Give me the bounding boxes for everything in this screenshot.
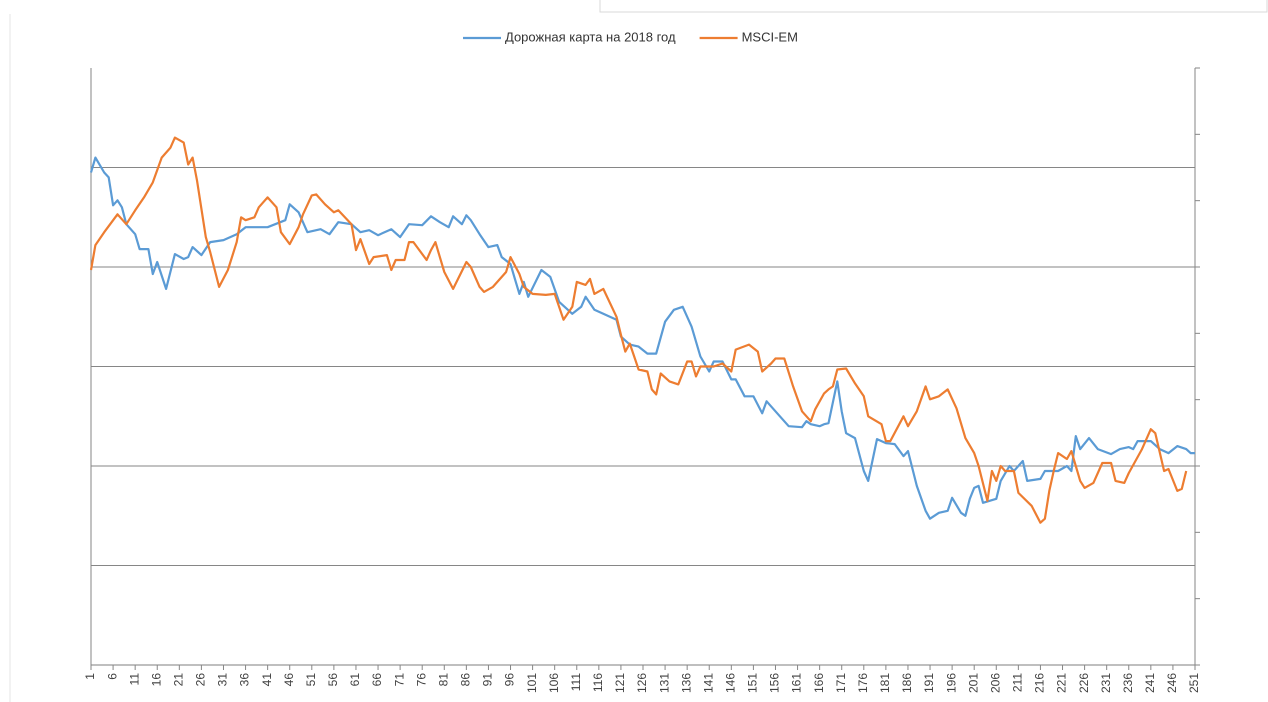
x-tick-label: 61 xyxy=(348,673,362,687)
x-tick-label: 231 xyxy=(1099,673,1113,693)
window-edge xyxy=(599,0,1268,13)
x-tick-label: 26 xyxy=(194,673,208,687)
x-tick-label: 91 xyxy=(481,673,495,687)
x-tick-label: 96 xyxy=(503,673,517,687)
x-tick-label: 151 xyxy=(746,673,760,693)
x-tick-label: 191 xyxy=(922,673,936,693)
x-tick-label: 6 xyxy=(105,673,119,680)
series-line xyxy=(89,136,1188,524)
legend-label: Дорожная карта на 2018 год xyxy=(505,29,676,44)
x-tick-label: 146 xyxy=(723,673,737,693)
x-tick-label: 236 xyxy=(1121,673,1135,693)
x-tick-label: 106 xyxy=(547,673,561,693)
x-tick-label: 16 xyxy=(149,673,163,687)
x-tick-label: 36 xyxy=(238,673,252,687)
x-tick-label: 201 xyxy=(966,673,980,693)
x-tick-label: 161 xyxy=(790,673,804,693)
x-tick-label: 41 xyxy=(260,673,274,687)
x-tick-label: 216 xyxy=(1033,673,1047,693)
x-tick-label: 101 xyxy=(525,673,539,693)
x-tick-label: 11 xyxy=(127,673,141,686)
x-tick-label: 121 xyxy=(613,673,627,693)
x-tick-label: 251 xyxy=(1187,673,1201,693)
x-tick-label: 196 xyxy=(944,673,958,693)
x-tick-label: 116 xyxy=(591,673,605,692)
x-tick-label: 241 xyxy=(1143,673,1157,693)
legend-label: MSCI-EM xyxy=(742,29,798,44)
x-tick-label: 136 xyxy=(679,673,693,693)
x-tick-label: 56 xyxy=(326,673,340,687)
x-tick-label: 21 xyxy=(171,673,185,687)
x-tick-label: 76 xyxy=(414,673,428,687)
x-tick-label: 206 xyxy=(988,673,1002,693)
x-tick-label: 176 xyxy=(856,673,870,693)
x-tick-label: 111 xyxy=(569,673,583,692)
x-tick-label: 126 xyxy=(635,673,649,693)
x-tick-label: 1 xyxy=(83,673,97,680)
x-tick-label: 221 xyxy=(1055,673,1069,693)
x-tick-label: 31 xyxy=(216,673,230,687)
legend: Дорожная карта на 2018 год MSCI-EM xyxy=(463,29,798,44)
x-tick-label: 181 xyxy=(878,673,892,693)
x-tick-label: 186 xyxy=(900,673,914,693)
x-tick-label: 131 xyxy=(657,673,671,693)
x-tick-label: 226 xyxy=(1077,673,1091,693)
x-tick-label: 86 xyxy=(459,673,473,687)
x-tick-label: 211 xyxy=(1011,673,1025,692)
x-tick-label: 66 xyxy=(370,673,384,687)
x-tick-label: 71 xyxy=(392,673,406,687)
series-line xyxy=(89,156,1195,520)
x-tick-label: 81 xyxy=(436,673,450,687)
x-tick-label: 246 xyxy=(1165,673,1179,693)
x-tick-label: 156 xyxy=(768,673,782,693)
x-tick-label: 166 xyxy=(812,673,826,693)
x-tick-label: 171 xyxy=(834,673,848,693)
x-tick-label: 46 xyxy=(282,673,296,687)
x-tick-label: 51 xyxy=(304,673,318,687)
x-tick-label: 141 xyxy=(701,673,715,693)
